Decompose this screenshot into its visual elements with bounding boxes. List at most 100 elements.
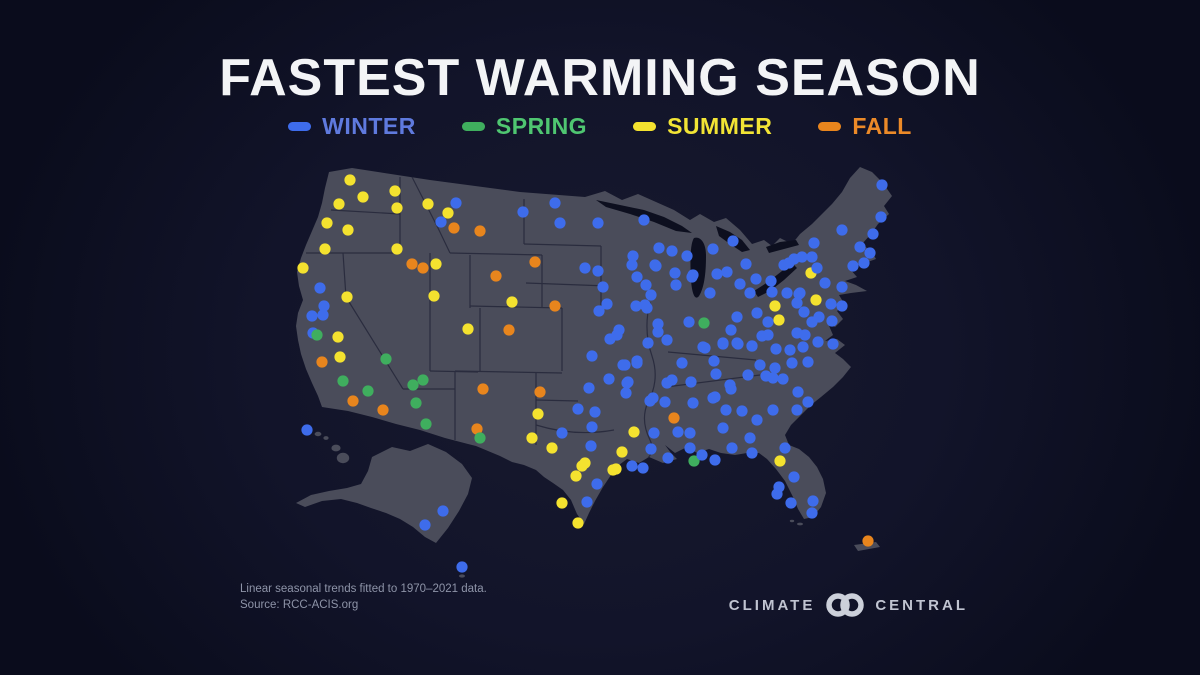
station-dot-winter bbox=[676, 357, 688, 369]
station-dot-summer bbox=[532, 408, 544, 420]
station-dot-winter bbox=[581, 496, 593, 508]
station-dot-winter bbox=[777, 373, 789, 385]
station-dot-winter bbox=[306, 310, 318, 322]
station-dot-winter bbox=[649, 259, 661, 271]
station-dot-winter bbox=[760, 370, 772, 382]
station-dot-fall bbox=[377, 404, 389, 416]
station-dot-winter bbox=[684, 442, 696, 454]
hawaii-shape bbox=[314, 431, 465, 578]
station-dot-winter bbox=[604, 333, 616, 345]
station-dot-fall bbox=[534, 386, 546, 398]
station-dot-summer bbox=[442, 207, 454, 219]
station-dot-winter bbox=[704, 287, 716, 299]
station-dot-winter bbox=[631, 357, 643, 369]
station-dot-winter bbox=[556, 427, 568, 439]
station-dot-winter bbox=[720, 404, 732, 416]
station-dot-summer bbox=[422, 198, 434, 210]
station-dot-spring bbox=[474, 432, 486, 444]
station-dots bbox=[297, 174, 888, 573]
station-dot-winter bbox=[419, 519, 431, 531]
station-dot-winter bbox=[585, 440, 597, 452]
station-dot-winter bbox=[707, 243, 719, 255]
footer-line2: Source: RCC-ACIS.org bbox=[240, 599, 359, 612]
station-dot-winter bbox=[579, 262, 591, 274]
station-dot-winter bbox=[645, 289, 657, 301]
station-dot-winter bbox=[750, 273, 762, 285]
station-dot-winter bbox=[549, 197, 561, 209]
station-dot-summer bbox=[546, 442, 558, 454]
station-dot-winter bbox=[742, 369, 754, 381]
station-dot-winter bbox=[802, 356, 814, 368]
station-dot-fall bbox=[474, 225, 486, 237]
station-dot-winter bbox=[699, 342, 711, 354]
station-dot-summer bbox=[810, 294, 822, 306]
station-dot-summer bbox=[341, 291, 353, 303]
station-dot-winter bbox=[784, 344, 796, 356]
station-dot-fall bbox=[668, 412, 680, 424]
station-dot-winter bbox=[771, 488, 783, 500]
station-dot-winter bbox=[836, 224, 848, 236]
spring-swatch-icon bbox=[461, 122, 485, 131]
station-dot-spring bbox=[311, 329, 323, 341]
station-dot-winter bbox=[450, 197, 462, 209]
station-dot-winter bbox=[711, 268, 723, 280]
station-dot-spring bbox=[698, 317, 710, 329]
legend-label: WINTER bbox=[322, 113, 416, 139]
station-dot-winter bbox=[637, 462, 649, 474]
station-dot-summer bbox=[430, 258, 442, 270]
station-dot-winter bbox=[756, 330, 768, 342]
station-dot-fall bbox=[549, 300, 561, 312]
station-dot-summer bbox=[773, 314, 785, 326]
station-dot-winter bbox=[788, 471, 800, 483]
footer-caption: Linear seasonal trends fitted to 1970–20… bbox=[240, 581, 487, 613]
alaska-shape bbox=[296, 444, 472, 543]
station-dot-winter bbox=[726, 442, 738, 454]
station-dot-winter bbox=[736, 405, 748, 417]
fall-swatch-icon bbox=[818, 122, 842, 131]
station-dot-winter bbox=[696, 449, 708, 461]
station-dot-winter bbox=[754, 359, 766, 371]
station-dot-winter bbox=[683, 316, 695, 328]
station-dot-winter bbox=[662, 452, 674, 464]
station-dot-winter bbox=[811, 262, 823, 274]
station-dot-winter bbox=[836, 300, 848, 312]
station-dot-winter bbox=[786, 357, 798, 369]
station-dot-winter bbox=[813, 311, 825, 323]
station-dot-winter bbox=[740, 258, 752, 270]
station-dot-winter bbox=[554, 217, 566, 229]
station-dot-fall bbox=[529, 256, 541, 268]
station-dot-winter bbox=[589, 406, 601, 418]
station-dot-fall bbox=[316, 356, 328, 368]
station-dot-fall bbox=[417, 262, 429, 274]
station-dot-winter bbox=[875, 211, 887, 223]
station-dot-winter bbox=[669, 267, 681, 279]
station-dot-winter bbox=[734, 278, 746, 290]
station-dot-winter bbox=[793, 288, 805, 300]
station-dot-spring bbox=[380, 353, 392, 365]
station-dot-winter bbox=[684, 427, 696, 439]
station-dot-summer bbox=[556, 497, 568, 509]
station-dot-winter bbox=[437, 505, 449, 517]
station-dot-summer bbox=[579, 457, 591, 469]
station-dot-winter bbox=[586, 421, 598, 433]
station-dot-winter bbox=[517, 206, 529, 218]
station-dot-winter bbox=[770, 343, 782, 355]
station-dot-winter bbox=[685, 376, 697, 388]
station-dot-winter bbox=[708, 355, 720, 367]
logo-text-left: CLIMATE bbox=[728, 596, 816, 614]
station-dot-winter bbox=[645, 443, 657, 455]
station-dot-winter bbox=[808, 237, 820, 249]
station-dot-winter bbox=[318, 300, 330, 312]
station-dot-summer bbox=[462, 323, 474, 335]
station-dot-winter bbox=[652, 318, 664, 330]
station-dot-winter bbox=[721, 266, 733, 278]
station-dot-winter bbox=[796, 251, 808, 263]
station-dot-winter bbox=[652, 326, 664, 338]
station-dot-winter bbox=[717, 422, 729, 434]
station-dot-summer bbox=[616, 446, 628, 458]
station-dot-winter bbox=[435, 216, 447, 228]
summer-swatch-icon bbox=[633, 122, 657, 131]
station-dot-winter bbox=[620, 387, 632, 399]
